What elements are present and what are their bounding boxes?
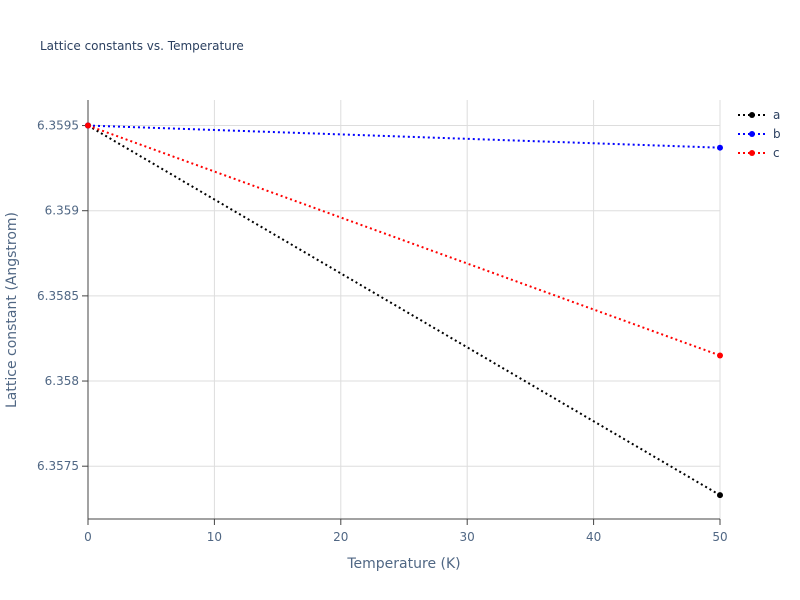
x-tick-label: 40 [586, 530, 601, 544]
y-axis-title: Lattice constant (Angstrom) [4, 212, 20, 408]
series-line [87, 124, 721, 149]
x-tick-label: 0 [84, 530, 92, 544]
series-line [87, 124, 721, 357]
legend-marker [749, 112, 755, 118]
legend-item: a [738, 108, 780, 122]
x-tick-label: 30 [460, 530, 475, 544]
data-point [717, 352, 723, 359]
legend-item: b [738, 127, 781, 141]
y-tick-label: 6.358 [45, 374, 79, 388]
y-tick-label: 6.3595 [37, 119, 79, 133]
x-axis-title: Temperature (K) [346, 556, 460, 572]
x-tick-label: 10 [207, 530, 222, 544]
legend-item: c [738, 146, 780, 160]
y-tick-label: 6.3575 [37, 459, 79, 473]
x-tick-label: 50 [712, 530, 727, 544]
legend-label: c [773, 146, 780, 160]
data-point [717, 492, 723, 499]
legend-label: a [773, 108, 780, 122]
x-tick-label: 20 [333, 530, 348, 544]
legend-marker [749, 131, 755, 137]
y-tick-label: 6.359 [45, 204, 79, 218]
y-tick-label: 6.3585 [37, 289, 79, 303]
legend-label: b [773, 127, 781, 141]
series-line [87, 124, 721, 497]
legend-marker [749, 150, 755, 156]
chart-title: Lattice constants vs. Temperature [40, 39, 244, 53]
data-point [717, 144, 723, 151]
data-point [85, 122, 91, 129]
